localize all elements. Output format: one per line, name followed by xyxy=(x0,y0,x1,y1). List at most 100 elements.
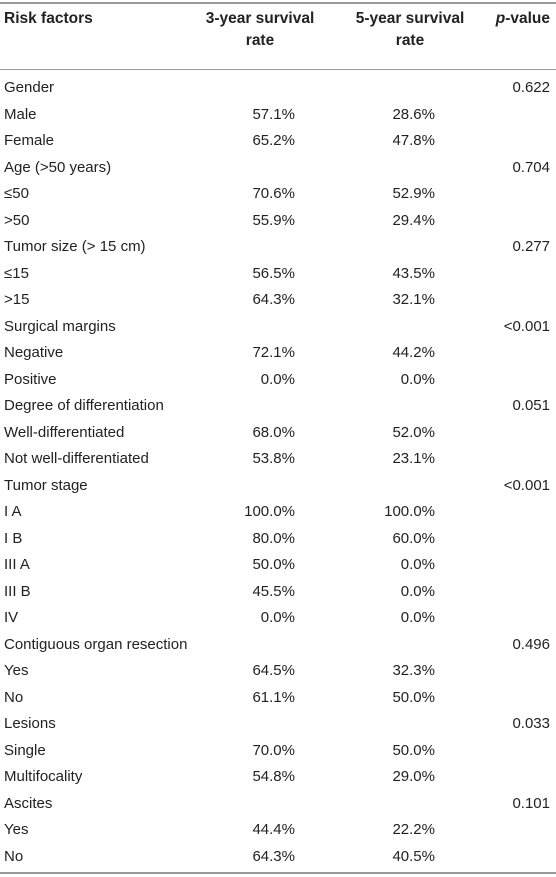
three-year-cell: 54.8% xyxy=(252,768,295,785)
five-year-cell: 60.0% xyxy=(392,529,435,547)
five-year-cell: 0.0% xyxy=(400,370,435,388)
header-5-year-survival: 5-year survival rate xyxy=(347,8,473,52)
risk-factor-cell: Tumor stage xyxy=(4,476,88,494)
table-row: Single 70.0% 50.0% xyxy=(0,738,556,764)
p-value-cell: 0.496 xyxy=(512,635,550,653)
risk-factor-cell: Ascites xyxy=(4,794,53,812)
three-year-cell: 68.0% xyxy=(252,423,295,441)
table-row: >50 55.9% 29.4% xyxy=(0,208,556,234)
table-row: Well-differentiated 68.0% 52.0% xyxy=(0,420,556,446)
risk-factor-cell: No xyxy=(4,847,24,865)
five-year-cell: 50.0% xyxy=(392,741,435,759)
three-year-cell: 45.5% xyxy=(252,582,295,600)
risk-factor-cell: IV xyxy=(4,609,19,626)
risk-factor-cell: I A xyxy=(4,503,22,520)
table-row: Positive 0.0% 0.0% xyxy=(0,367,556,393)
risk-factor-cell: Yes xyxy=(4,662,29,679)
table-row: Tumor size (> 15 cm) 0.277 xyxy=(0,234,556,260)
three-year-cell: 64.5% xyxy=(252,662,295,679)
table-row: Degree of differentiation 0.051 xyxy=(0,393,556,419)
table-row: Negative 72.1% 44.2% xyxy=(0,340,556,366)
table-row: Age (>50 years) 0.704 xyxy=(0,155,556,181)
risk-factor-cell: Female xyxy=(4,132,55,149)
five-year-cell: 22.2% xyxy=(392,821,435,838)
table-row: No 64.3% 40.5% xyxy=(0,844,556,870)
three-year-cell: 57.1% xyxy=(252,105,295,123)
table-row: Multifocality 54.8% 29.0% xyxy=(0,764,556,790)
table-row: Contiguous organ resection 0.496 xyxy=(0,632,556,658)
risk-factor-cell: Male xyxy=(4,105,37,123)
header-3-year-line2: rate xyxy=(245,32,275,49)
five-year-cell: 44.2% xyxy=(392,344,435,361)
three-year-cell: 64.3% xyxy=(252,291,295,308)
risk-factor-cell: Surgical margins xyxy=(4,317,116,335)
five-year-cell: 28.6% xyxy=(392,105,435,123)
three-year-cell: 56.5% xyxy=(252,264,295,282)
five-year-cell: 50.0% xyxy=(392,688,435,706)
three-year-cell: 0.0% xyxy=(260,609,295,626)
three-year-cell: 0.0% xyxy=(260,370,295,388)
five-year-cell: 0.0% xyxy=(400,556,435,573)
table-row: IV 0.0% 0.0% xyxy=(0,605,556,631)
risk-factor-cell: Age (>50 years) xyxy=(4,158,112,176)
table-row: Surgical margins <0.001 xyxy=(0,314,556,340)
five-year-cell: 29.4% xyxy=(392,211,435,229)
table-row: Ascites 0.101 xyxy=(0,791,556,817)
three-year-cell: 80.0% xyxy=(252,529,295,547)
table-row: Gender 0.622 xyxy=(0,75,556,101)
three-year-cell: 70.0% xyxy=(252,741,295,759)
p-value-cell: 0.704 xyxy=(512,158,550,176)
five-year-cell: 32.1% xyxy=(392,291,435,308)
header-p-italic: p xyxy=(495,10,506,27)
header-rule xyxy=(0,69,556,70)
header-5-year-line1: 5-year survival xyxy=(355,10,465,27)
table-bottom-rule xyxy=(0,872,556,874)
table-row: I A 100.0% 100.0% xyxy=(0,499,556,525)
three-year-cell: 65.2% xyxy=(252,132,295,149)
three-year-cell: 55.9% xyxy=(252,211,295,229)
risk-factor-cell: I B xyxy=(4,529,23,547)
three-year-cell: 72.1% xyxy=(252,344,295,361)
risk-factor-cell: Well-differentiated xyxy=(4,423,125,441)
table-row: III B 45.5% 0.0% xyxy=(0,579,556,605)
header-risk-factors: Risk factors xyxy=(4,10,93,27)
risk-factor-cell: >50 xyxy=(4,211,30,229)
three-year-cell: 61.1% xyxy=(252,688,295,706)
risk-factor-cell: Negative xyxy=(4,344,64,361)
five-year-cell: 32.3% xyxy=(392,662,435,679)
risk-factor-cell: Gender xyxy=(4,79,55,96)
p-value-cell: 0.051 xyxy=(512,397,550,414)
three-year-cell: 100.0% xyxy=(244,503,295,520)
risk-factor-cell: Not well-differentiated xyxy=(4,450,149,467)
table-row: III A 50.0% 0.0% xyxy=(0,552,556,578)
header-5-year-line2: rate xyxy=(395,32,425,49)
three-year-cell: 53.8% xyxy=(252,450,295,467)
five-year-cell: 40.5% xyxy=(392,847,435,865)
risk-factor-cell: Multifocality xyxy=(4,768,83,785)
risk-factor-cell: Contiguous organ resection xyxy=(4,635,188,653)
risk-factor-cell: No xyxy=(4,688,24,706)
p-value-cell: 0.277 xyxy=(512,238,550,255)
risk-factor-cell: Degree of differentiation xyxy=(4,397,164,414)
five-year-cell: 43.5% xyxy=(392,264,435,282)
five-year-cell: 52.0% xyxy=(392,423,435,441)
table-row: I B 80.0% 60.0% xyxy=(0,526,556,552)
three-year-cell: 50.0% xyxy=(252,556,295,573)
risk-factor-cell: Single xyxy=(4,741,46,759)
table-row: Female 65.2% 47.8% xyxy=(0,128,556,154)
five-year-cell: 23.1% xyxy=(392,450,435,467)
risk-factor-cell: Lesions xyxy=(4,715,56,732)
header-p-rest: -value xyxy=(505,10,550,27)
table-row: Yes 64.5% 32.3% xyxy=(0,658,556,684)
five-year-cell: 100.0% xyxy=(384,503,435,520)
table-row: ≤50 70.6% 52.9% xyxy=(0,181,556,207)
risk-factor-cell: Positive xyxy=(4,370,57,388)
risk-factor-cell: III B xyxy=(4,582,31,600)
three-year-cell: 44.4% xyxy=(252,821,295,838)
p-value-cell: 0.622 xyxy=(512,79,550,96)
p-value-cell: <0.001 xyxy=(503,476,550,494)
header-3-year-survival: 3-year survival rate xyxy=(187,8,333,52)
table-row: ≤15 56.5% 43.5% xyxy=(0,261,556,287)
p-value-cell: 0.101 xyxy=(512,794,550,812)
five-year-cell: 47.8% xyxy=(392,132,435,149)
